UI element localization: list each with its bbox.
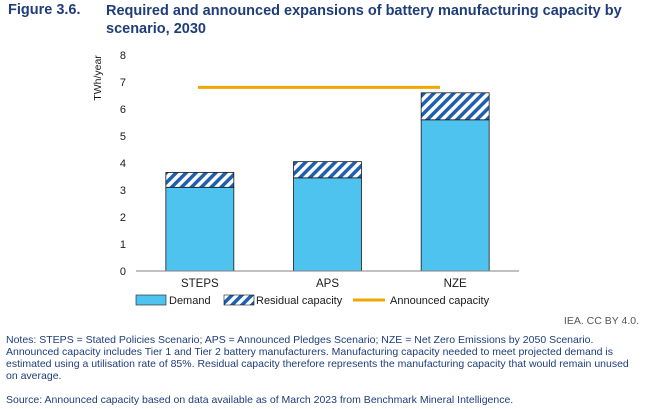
y-tick-label: 0 [120,266,126,278]
bar-residual [420,92,490,121]
legend-label-announced: Announced capacity [390,295,490,307]
chart-svg: 0 1 2 3 4 5 6 7 8 TWh/year STEPS APS NZE Demand Resi… [92,50,519,307]
y-tick-label: 2 [120,212,126,224]
figure-number: Figure 3.6. [8,2,81,18]
bar-demand [293,177,362,272]
x-tick-label: NZE [444,278,467,290]
x-tick-label: STEPS [181,278,219,290]
y-tick-label: 6 [120,104,126,116]
legend: Demand Residual capacity Announced capacit… [135,294,490,307]
bar-demand [165,186,235,272]
y-tick-label: 7 [120,77,126,89]
y-tick-label: 1 [120,239,126,251]
legend-swatch-residual [223,294,255,306]
bar-demand [420,119,490,272]
notes: Notes: STEPS = Stated Policies Scenario;… [6,334,629,382]
x-axis: STEPS APS NZE [136,270,519,290]
y-tick-label: 8 [120,50,126,62]
bar-residual [293,161,362,179]
y-tick-label: 4 [120,158,126,170]
figure-title: Required and announced expansions of bat… [106,3,622,37]
y-tick-label: 3 [120,185,126,197]
bar-residual [165,172,235,188]
legend-label-demand: Demand [169,295,211,307]
source: Source: Announced capacity based on data… [6,394,514,406]
y-axis-label: TWh/year [92,55,104,101]
legend-label-residual: Residual capacity [256,295,343,307]
x-tick-label: APS [316,278,339,290]
credit: IEA. CC BY 4.0. [563,315,639,327]
y-axis: 0 1 2 3 4 5 6 7 8 TWh/year [92,50,126,278]
legend-swatch-demand [135,294,167,306]
bars [165,92,490,272]
y-tick-label: 5 [120,131,126,143]
